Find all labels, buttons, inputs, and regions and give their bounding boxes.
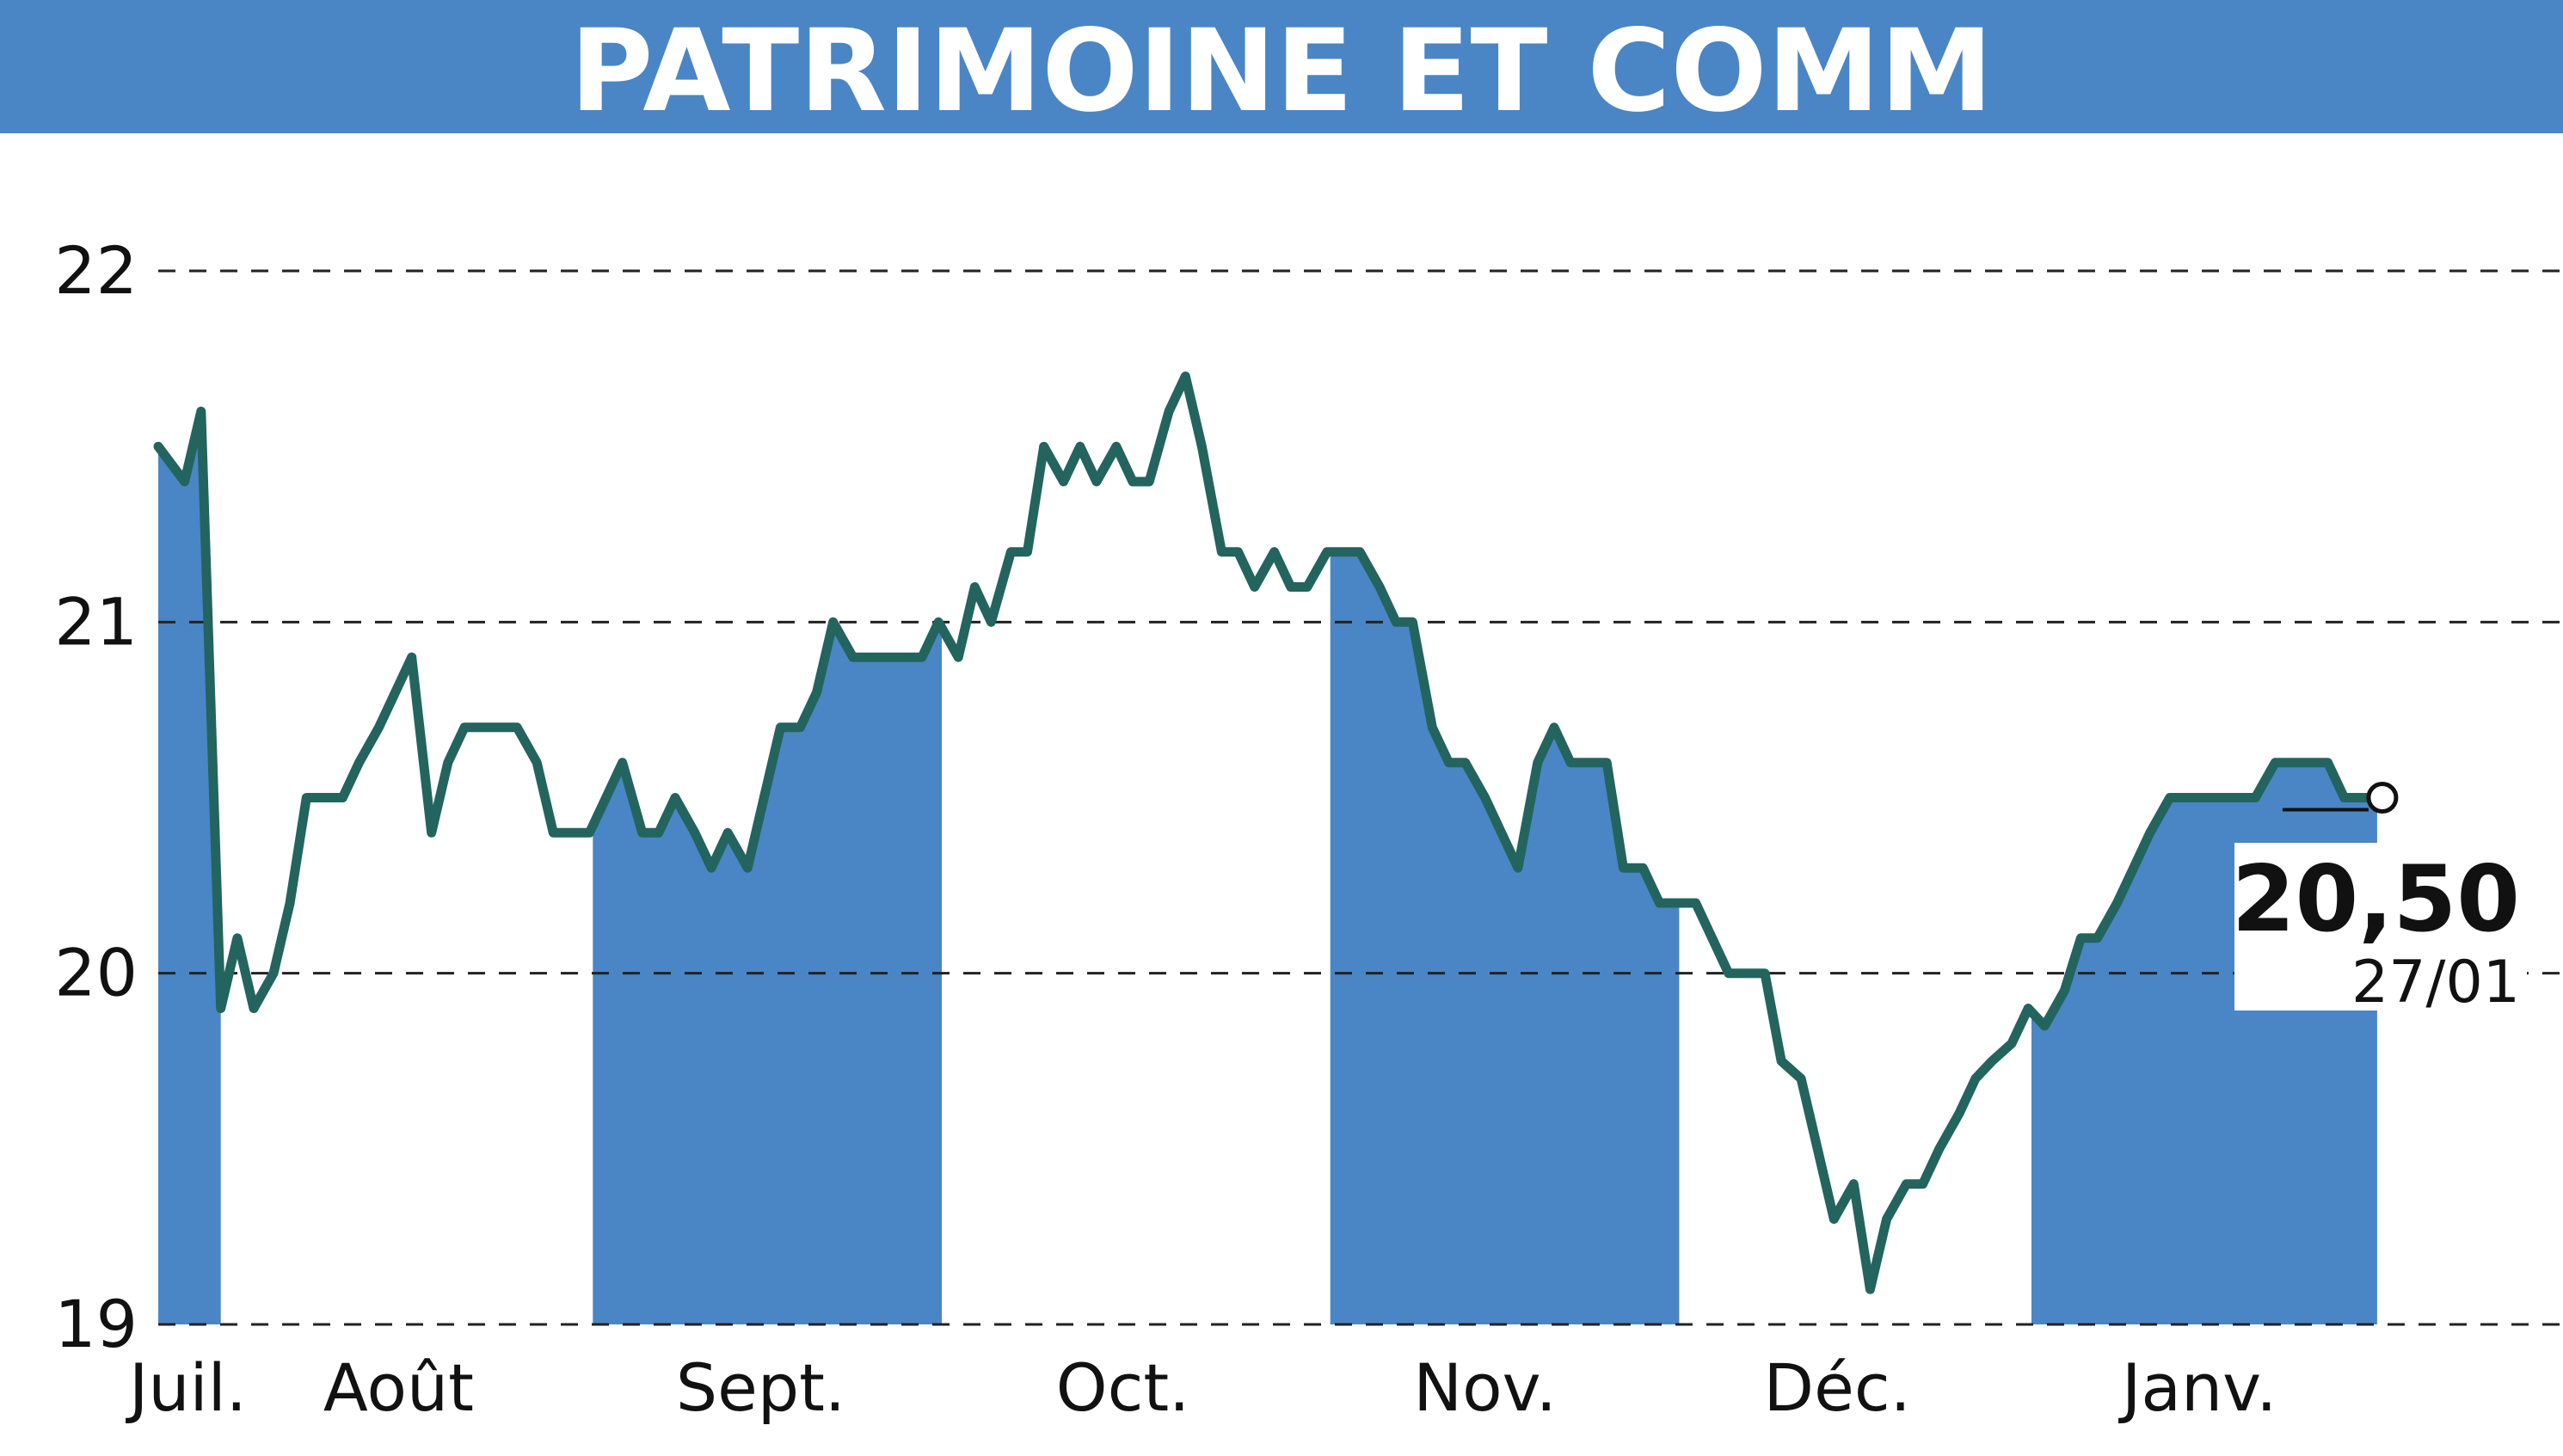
- month-band-5: [1330, 551, 1680, 1324]
- x-tick-label: Sept.: [676, 1349, 845, 1426]
- x-tick-label: Août: [323, 1349, 474, 1426]
- x-tick-label: Juil.: [126, 1349, 247, 1426]
- last-value-box: 20,50 27/01: [2232, 843, 2527, 1017]
- month-band-1: [158, 411, 221, 1324]
- x-tick-label: Déc.: [1764, 1349, 1911, 1426]
- y-tick-label: 20: [54, 935, 138, 1011]
- price-line: [153, 372, 2382, 1294]
- last-value-label: 20,50: [2232, 846, 2520, 952]
- chart-title: PATRIMOINE ET COMM: [570, 5, 1994, 138]
- y-tick-label: 19: [54, 1286, 138, 1362]
- y-tick-label: 21: [54, 583, 138, 660]
- y-tick-label: 22: [54, 232, 138, 309]
- x-axis-ticks: Juil. Août Sept. Oct. Nov. Déc. Janv.: [126, 1349, 2277, 1426]
- last-value-background: [2234, 843, 2527, 1011]
- x-tick-label: Oct.: [1056, 1349, 1190, 1426]
- price-series: [153, 372, 2399, 1294]
- x-tick-label: Nov.: [1413, 1349, 1557, 1426]
- y-axis-ticks: 19 20 21 22: [54, 232, 138, 1362]
- x-tick-label: Janv.: [2118, 1349, 2277, 1426]
- month-bands: [158, 411, 2377, 1324]
- month-band-3: [593, 622, 942, 1324]
- last-point-marker: [2366, 782, 2399, 814]
- header-bar: [0, 0, 2563, 133]
- last-date-label: 27/01: [2351, 949, 2520, 1017]
